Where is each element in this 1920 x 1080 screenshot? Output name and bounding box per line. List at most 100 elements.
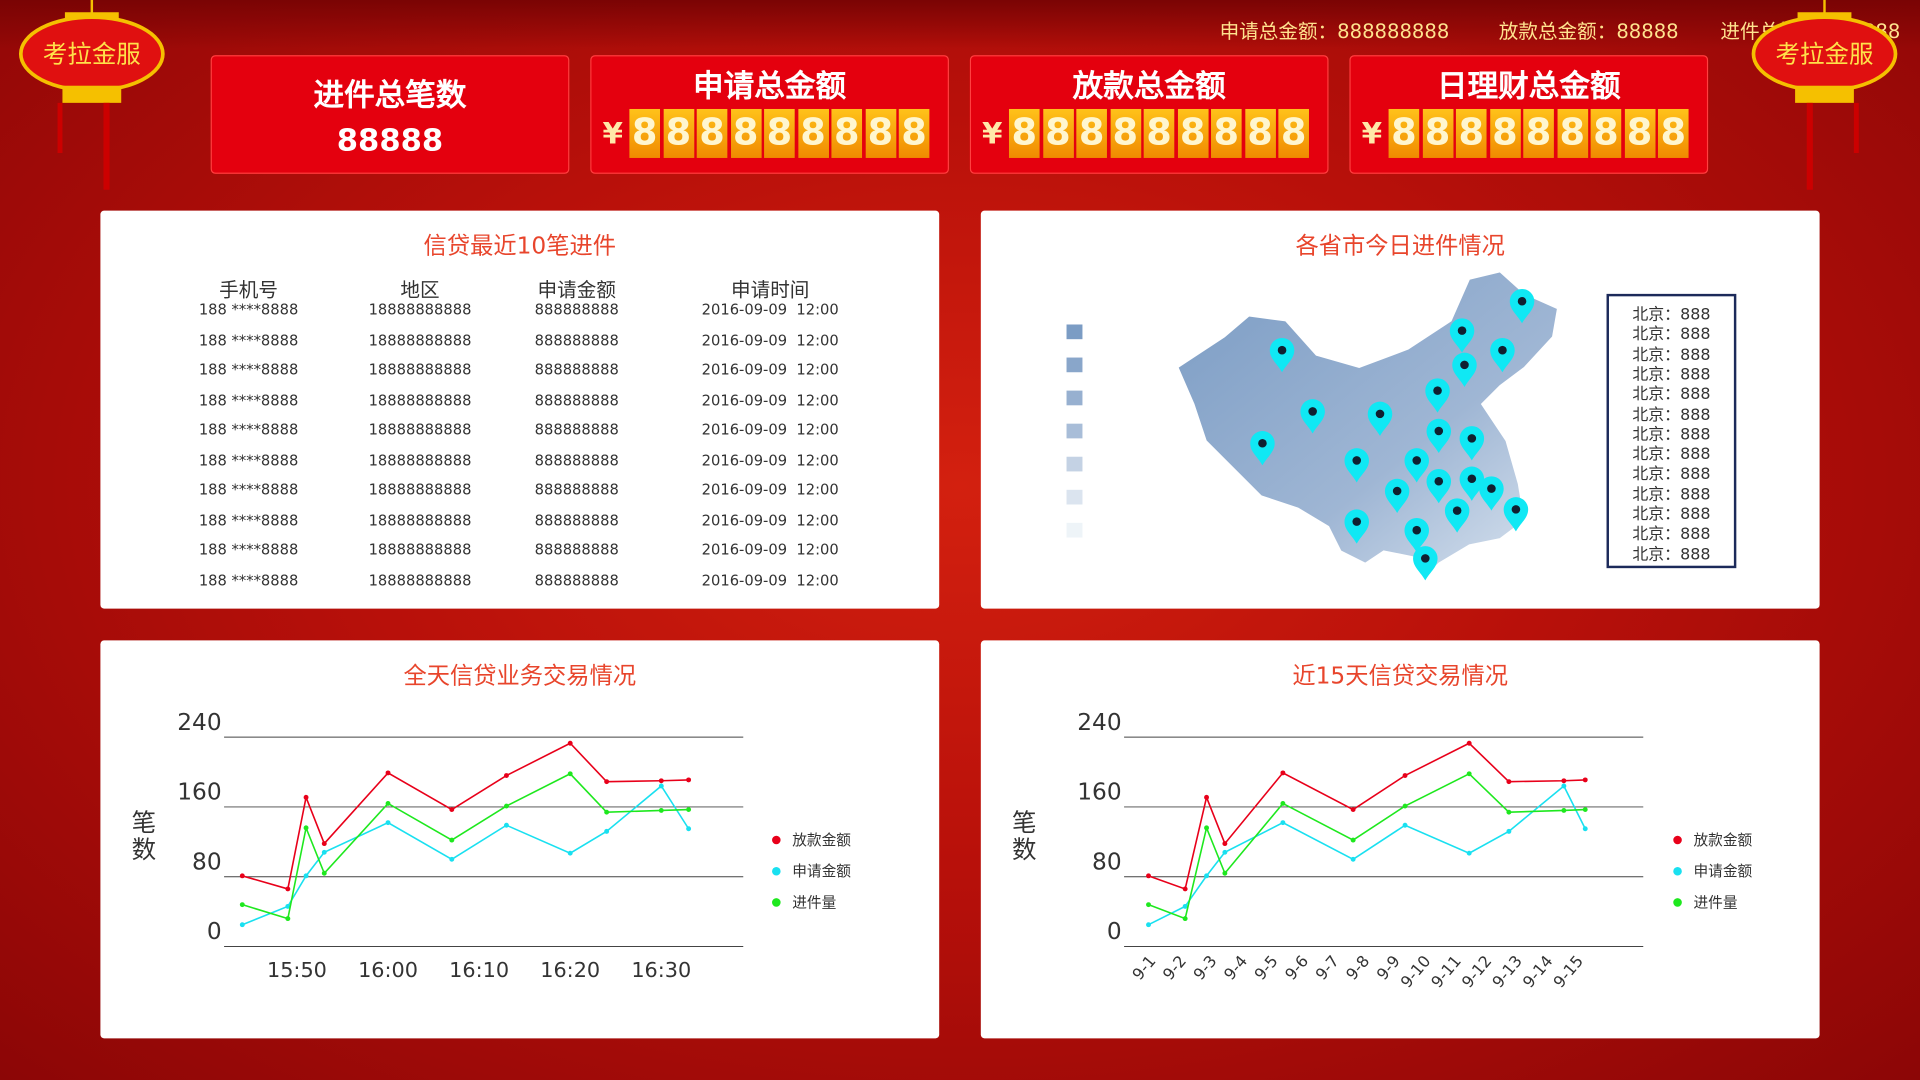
data-point	[1506, 828, 1512, 834]
kpi-card: 放款总金额 ¥8 8 8 8 8 8 8 8 8	[969, 55, 1329, 174]
data-point	[285, 903, 291, 909]
data-point	[385, 820, 391, 826]
data-point	[686, 807, 692, 813]
table-cell: 188 ****8888	[198, 511, 299, 529]
map-pin	[1490, 337, 1515, 373]
y-tick-label: 0	[207, 918, 222, 945]
data-point	[1466, 740, 1472, 746]
legend-swatch	[772, 898, 781, 907]
data-point	[1280, 820, 1286, 826]
region-entry: 北京：888	[1632, 425, 1711, 445]
lantern: 考拉金服	[18, 0, 165, 190]
table-cell: 2016-09-09 12:00	[701, 571, 839, 589]
data-point	[1561, 778, 1567, 784]
map-pin	[1384, 478, 1410, 514]
kpi-digits: ¥8 8 8 8 8 8 8 8 8	[602, 108, 932, 158]
map-pin-dot	[1352, 517, 1362, 526]
table-cell: 18888888888	[368, 301, 472, 319]
data-point	[449, 807, 455, 813]
data-point	[1146, 902, 1151, 908]
top-bar	[0, 0, 1920, 49]
map-pin-dot	[1375, 409, 1385, 419]
x-tick-label: 16:00	[358, 958, 418, 982]
data-point	[303, 873, 309, 879]
map-pin-dot	[1460, 360, 1469, 370]
map-pin-dot	[1434, 476, 1444, 486]
ticker-item: 放款总金额：88888	[1498, 19, 1679, 43]
table-cell: 188 ****8888	[198, 481, 299, 499]
map-pin-dot	[1433, 386, 1442, 395]
table-cell: 18888888888	[368, 541, 472, 559]
data-point	[239, 922, 245, 928]
table-cell: 188 ****8888	[198, 571, 299, 589]
y-tick-label: 240	[1077, 709, 1121, 736]
table-cell: 18888888888	[368, 331, 472, 349]
data-point	[1402, 803, 1408, 809]
data-point	[686, 777, 692, 783]
region-entry: 北京：888	[1632, 346, 1711, 365]
kpi-label: 放款总金额	[1072, 68, 1226, 105]
x-tick-label: 16:30	[631, 958, 691, 982]
data-point	[303, 794, 309, 800]
data-point	[503, 822, 509, 828]
legend-swatch	[772, 835, 781, 845]
data-point	[1506, 779, 1512, 785]
table-cell: 2016-09-09 12:00	[701, 421, 839, 439]
region-entry: 北京：888	[1632, 385, 1711, 405]
data-point	[1350, 856, 1356, 862]
digit: 8	[1556, 108, 1588, 158]
map-pin	[1367, 401, 1393, 436]
x-tick-label: 9-13	[1488, 952, 1526, 992]
kpi-label: 日理财总金额	[1436, 68, 1621, 105]
table-cell: 888888888	[534, 391, 619, 409]
data-point	[1402, 773, 1408, 778]
data-point	[1146, 922, 1151, 928]
column-header: 申请时间	[731, 277, 810, 302]
data-point	[385, 770, 391, 776]
region-entry: 北京：888	[1632, 525, 1711, 545]
series-line	[1148, 772, 1586, 920]
y-tick-label: 160	[177, 779, 221, 806]
data-point	[1204, 825, 1209, 831]
table-cell: 188 ****8888	[198, 541, 299, 559]
map-pin	[1404, 517, 1429, 553]
map-pin-dot	[1467, 434, 1477, 443]
map-pin	[1344, 448, 1369, 483]
data-point	[1280, 770, 1286, 776]
data-point	[321, 870, 327, 876]
chart-title: 全天信贷业务交易情况	[403, 662, 637, 690]
y-tick-label: 160	[1077, 779, 1121, 806]
x-tick-label: 9-11	[1427, 952, 1465, 992]
map-pin	[1479, 476, 1504, 511]
map-pin-dot	[1452, 506, 1462, 515]
x-tick-label: 16:10	[449, 958, 509, 982]
table-cell: 888888888	[534, 481, 619, 499]
data-point	[604, 779, 610, 785]
data-point	[567, 740, 573, 746]
data-point	[658, 778, 664, 784]
region-list: 北京：888 北京：888 北京：888 北京：888 北京：888 北京：888 北京：8…	[1606, 293, 1737, 569]
data-point	[449, 856, 455, 862]
china-map	[1177, 271, 1559, 577]
data-point	[1222, 841, 1228, 847]
column-header: 地区	[400, 277, 440, 302]
table-cell: 888888888	[534, 421, 619, 439]
digit: 8	[1523, 108, 1554, 158]
data-point	[1350, 837, 1356, 843]
table-cell: 888888888	[534, 451, 619, 469]
map-pin	[1459, 466, 1485, 501]
map-pin-dot	[1412, 525, 1422, 535]
legend-swatch	[772, 866, 781, 876]
data-point	[567, 771, 573, 777]
brand: 考拉金服	[1776, 39, 1874, 68]
data-point	[1182, 916, 1188, 922]
region-entry: 北京：888	[1632, 505, 1711, 525]
digit: 8	[1143, 108, 1175, 158]
digit: 8	[1076, 108, 1107, 158]
digit: 8	[1177, 108, 1208, 158]
map	[1066, 271, 1559, 581]
data-point	[604, 809, 610, 815]
table-cell: 2016-09-09 12:00	[701, 361, 839, 379]
kpi-digits: ¥8 8 8 8 8 8 8 8 8	[1362, 108, 1692, 158]
x-tick-label: 9-10	[1397, 952, 1435, 992]
